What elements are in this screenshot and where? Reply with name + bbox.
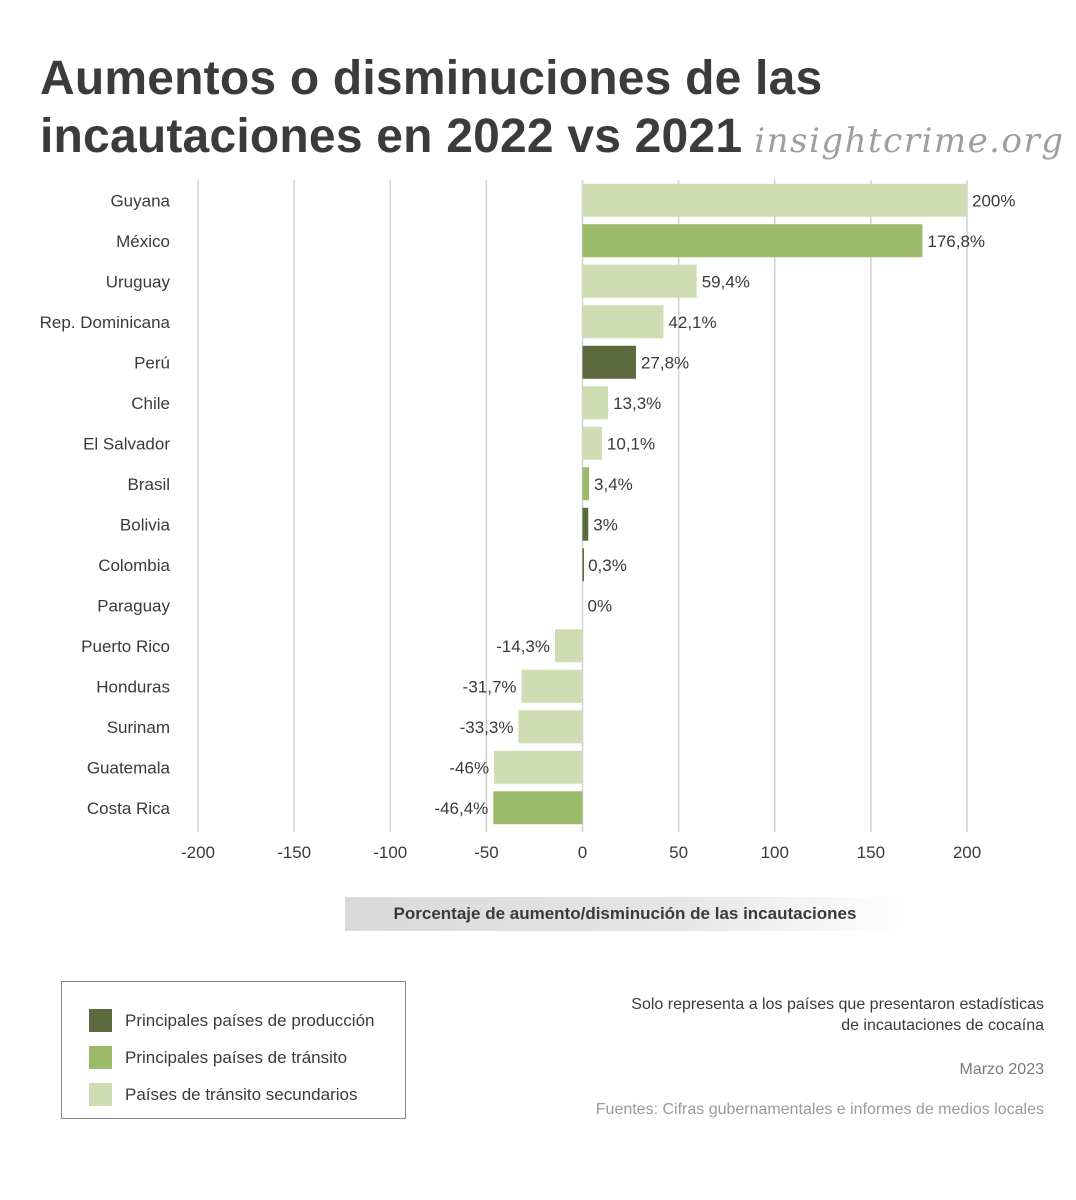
data-label: 13,3% [613,394,661,413]
legend-item-secundario: Países de tránsito secundarios [89,1076,405,1113]
bar [493,791,583,825]
bar [521,669,583,703]
data-label: 3% [593,515,618,534]
bar [582,345,636,379]
sources-label: Fuentes: Cifras gubernamentales e inform… [595,1101,1044,1118]
bar [582,183,967,217]
x-tick-label: -50 [474,843,499,862]
brand-logo: insightcrime.org [754,121,1065,161]
category-label: Honduras [96,677,170,696]
bar [582,224,923,258]
data-label: -33,3% [460,718,514,737]
bar [555,629,583,663]
category-label: Chile [131,394,170,413]
category-label: México [116,232,170,251]
data-label: 0,3% [588,556,627,575]
category-label: Brasil [127,475,170,494]
bar [582,426,602,460]
bar [582,467,590,501]
category-label: Guatemala [87,758,171,777]
data-label: -14,3% [496,637,550,656]
category-label: Paraguay [97,596,170,615]
legend-item-transito: Principales países de tránsito [89,1039,405,1076]
legend-label-secundario: Países de tránsito secundarios [125,1084,358,1104]
category-label: Surinam [107,718,170,737]
legend: Principales países de producción Princip… [61,981,406,1119]
data-label: -31,7% [463,677,517,696]
legend-swatch-transito [89,1046,112,1069]
legend-swatch-produccion [89,1009,112,1032]
bar-chart: -200 -150 -100 -50 0 50 100 150 200 Guyana 200% Méx… [40,180,1015,862]
x-tick-label: -150 [277,843,311,862]
bar [582,264,697,298]
data-label: 27,8% [641,353,689,372]
title-line-1: Aumentos o disminuciones de las [40,52,823,105]
category-label: Colombia [98,556,170,575]
data-label: 10,1% [607,434,655,453]
data-label: 42,1% [668,313,716,332]
bar [582,386,609,420]
legend-label-produccion: Principales países de producción [125,1010,375,1030]
bar [518,710,583,744]
chart-title: Aumentos o disminuciones de las incautac… [40,50,1063,170]
x-tick-label: -200 [181,843,215,862]
category-label: Uruguay [106,272,171,291]
data-label: 0% [588,596,613,615]
x-tick-label: 0 [578,843,587,862]
category-label: Rep. Dominicana [40,313,171,332]
x-tick-label: 100 [761,843,789,862]
title-line-2: incautaciones en 2022 vs 2021 insightcrim… [40,108,1063,170]
x-tick-label: 200 [953,843,981,862]
footnote: Solo representa a los países que present… [631,996,1044,1034]
category-label: Guyana [110,191,170,210]
bar [582,305,664,339]
category-label: Bolivia [120,515,171,534]
data-label: 200% [972,191,1015,210]
date-label: Marzo 2023 [959,1061,1045,1078]
bar [582,507,589,541]
category-label: El Salvador [83,434,170,453]
category-label: Puerto Rico [81,637,170,656]
bar [494,750,583,784]
x-tick-label: 50 [669,843,688,862]
data-label: -46% [449,758,489,777]
bar [582,548,584,582]
x-tick-label: 150 [857,843,885,862]
legend-swatch-secundario [89,1083,112,1106]
category-label: Perú [134,353,170,372]
legend-item-produccion: Principales países de producción [89,1002,405,1039]
category-label: Costa Rica [87,799,171,818]
data-label: -46,4% [434,799,488,818]
x-tick-label: -100 [373,843,407,862]
legend-label-transito: Principales países de tránsito [125,1047,348,1067]
data-label: 59,4% [702,272,750,291]
x-axis-title: Porcentaje de aumento/disminución de las… [345,897,905,931]
data-label: 3,4% [594,475,633,494]
data-label: 176,8% [927,232,985,251]
title-line-2-text: incautaciones en 2022 vs 2021 [40,110,743,163]
